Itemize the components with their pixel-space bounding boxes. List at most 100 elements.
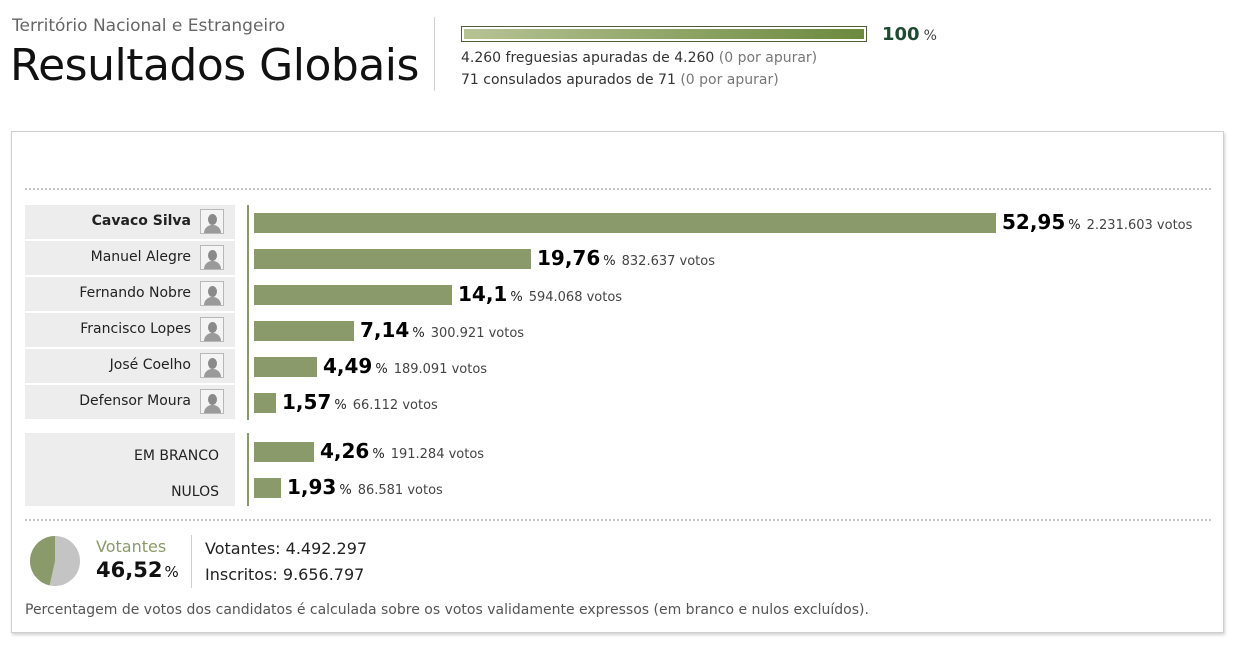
pct-value-manuel-alegre: 19,76 bbox=[537, 246, 601, 270]
data-label-fernando-nobre: 14,1% 594.068 votos bbox=[458, 282, 622, 306]
bar-em-branco bbox=[254, 442, 314, 462]
photo-body-shape bbox=[204, 261, 221, 269]
photo-head-shape bbox=[208, 322, 217, 333]
bar-fernando-nobre bbox=[254, 285, 452, 305]
votes-jose-coelho: 189.091 votos bbox=[393, 362, 488, 377]
votes-em-branco: 191.284 votos bbox=[390, 447, 485, 462]
bar-defensor-moura bbox=[254, 393, 276, 413]
bar-manuel-alegre bbox=[254, 249, 531, 269]
photo-head-shape bbox=[208, 286, 217, 297]
candidate-photo-icon bbox=[200, 317, 224, 342]
pct-unit-fernando-nobre: % bbox=[510, 290, 523, 305]
freguesias-count: 4.260 freguesias apuradas de 4.260 bbox=[461, 50, 715, 66]
pct-unit-nulos: % bbox=[339, 483, 352, 498]
pct-unit-jose-coelho: % bbox=[375, 362, 388, 377]
photo-body-shape bbox=[204, 297, 221, 305]
pct-value-francisco-lopes: 7,14 bbox=[360, 318, 410, 342]
pct-unit-manuel-alegre: % bbox=[603, 254, 616, 269]
candidate-photo-icon bbox=[200, 281, 224, 306]
freguesias-pending: (0 por apurar) bbox=[718, 50, 818, 66]
turnout-percent: 46,52% bbox=[96, 558, 179, 582]
bar-francisco-lopes bbox=[254, 321, 354, 341]
count-progress-fill bbox=[464, 29, 864, 39]
pct-unit-cavaco-silva: % bbox=[1068, 218, 1081, 233]
consulados-count: 71 consulados apurados de 71 bbox=[461, 72, 676, 88]
photo-body-shape bbox=[204, 369, 221, 377]
count-progress-bar bbox=[461, 26, 867, 42]
bar-jose-coelho bbox=[254, 357, 317, 377]
photo-body-shape bbox=[204, 225, 221, 233]
photo-head-shape bbox=[208, 394, 217, 405]
label-em-branco: EM BRANCO bbox=[134, 448, 219, 464]
turnout-divider bbox=[191, 535, 192, 588]
data-label-em-branco: 4,26% 191.284 votos bbox=[320, 439, 484, 463]
turnout-pie-voters bbox=[30, 536, 55, 586]
candidate-photo-icon bbox=[200, 245, 224, 270]
dotted-divider-top bbox=[25, 188, 1211, 190]
page-title: Resultados Globais bbox=[10, 40, 419, 91]
turnout-value: 46,52 bbox=[96, 558, 163, 582]
candidate-name: Cavaco Silva bbox=[91, 213, 191, 229]
candidate-photo-icon bbox=[200, 209, 224, 234]
candidate-name: Francisco Lopes bbox=[80, 321, 191, 337]
pct-value-fernando-nobre: 14,1 bbox=[458, 282, 508, 306]
chart-axis-line-candidates bbox=[247, 205, 249, 420]
votes-nulos: 86.581 votos bbox=[357, 483, 443, 498]
inscritos-value: 9.656.797 bbox=[282, 565, 365, 584]
candidate-name: Fernando Nobre bbox=[79, 285, 191, 301]
candidate-name: José Coelho bbox=[109, 357, 191, 373]
consulados-status: 71 consulados apurados de 71 (0 por apur… bbox=[461, 72, 779, 88]
dotted-divider-bottom bbox=[25, 519, 1211, 521]
inscritos-label: Inscritos: bbox=[205, 565, 278, 584]
data-label-jose-coelho: 4,49% 189.091 votos bbox=[323, 354, 487, 378]
consulados-pending: (0 por apurar) bbox=[680, 72, 779, 88]
pct-unit-defensor-moura: % bbox=[334, 398, 347, 413]
pct-value-nulos: 1,93 bbox=[287, 475, 337, 499]
pct-value-cavaco-silva: 52,95 bbox=[1002, 210, 1066, 234]
votantes-label: Votantes: bbox=[205, 539, 281, 558]
votantes-value: 4.492.297 bbox=[285, 539, 368, 558]
votes-cavaco-silva: 2.231.603 votos bbox=[1086, 218, 1193, 233]
data-label-manuel-alegre: 19,76% 832.637 votos bbox=[537, 246, 715, 270]
chart-axis-line-others bbox=[247, 433, 249, 506]
footnote: Percentagem de votos dos candidatos é ca… bbox=[25, 602, 869, 618]
turnout-label: Votantes bbox=[96, 537, 167, 556]
pct-unit-francisco-lopes: % bbox=[412, 326, 425, 341]
header-subtitle: Território Nacional e Estrangeiro bbox=[12, 16, 286, 36]
votes-fernando-nobre: 594.068 votos bbox=[528, 290, 623, 305]
photo-head-shape bbox=[208, 250, 217, 261]
blank-null-labels: EM BRANCO NULOS bbox=[25, 433, 235, 506]
candidate-row-francisco-lopes: Francisco Lopes bbox=[25, 313, 235, 347]
inscritos-total: Inscritos: 9.656.797 bbox=[205, 565, 364, 584]
count-progress-unit: % bbox=[923, 28, 937, 44]
candidate-row-defensor-moura: Defensor Moura bbox=[25, 385, 235, 419]
pct-value-em-branco: 4,26 bbox=[320, 439, 370, 463]
votantes-total: Votantes: 4.492.297 bbox=[205, 539, 367, 558]
votes-manuel-alegre: 832.637 votos bbox=[621, 254, 715, 269]
votes-defensor-moura: 66.112 votos bbox=[352, 398, 438, 413]
data-label-francisco-lopes: 7,14% 300.921 votos bbox=[360, 318, 524, 342]
data-label-cavaco-silva: 52,95% 2.231.603 votos bbox=[1002, 210, 1192, 234]
label-nulos: NULOS bbox=[171, 484, 219, 500]
votes-francisco-lopes: 300.921 votos bbox=[430, 326, 525, 341]
candidate-row-fernando-nobre: Fernando Nobre bbox=[25, 277, 235, 311]
header-divider bbox=[434, 17, 435, 91]
bar-cavaco-silva bbox=[254, 213, 996, 233]
data-label-nulos: 1,93% 86.581 votos bbox=[287, 475, 443, 499]
candidate-row-jose-coelho: José Coelho bbox=[25, 349, 235, 383]
candidate-name: Defensor Moura bbox=[79, 393, 191, 409]
candidate-photo-icon bbox=[200, 389, 224, 414]
pct-unit-em-branco: % bbox=[372, 447, 385, 462]
photo-head-shape bbox=[208, 358, 217, 369]
pct-value-defensor-moura: 1,57 bbox=[282, 390, 332, 414]
turnout-unit: % bbox=[164, 563, 179, 581]
photo-body-shape bbox=[204, 405, 221, 413]
count-progress-percent: 100% bbox=[882, 24, 937, 45]
candidate-photo-icon bbox=[200, 353, 224, 378]
count-progress-value: 100 bbox=[882, 24, 920, 45]
bar-nulos bbox=[254, 478, 281, 498]
data-label-defensor-moura: 1,57% 66.112 votos bbox=[282, 390, 438, 414]
photo-body-shape bbox=[204, 333, 221, 341]
freguesias-status: 4.260 freguesias apuradas de 4.260 (0 po… bbox=[461, 50, 817, 66]
photo-head-shape bbox=[208, 214, 217, 225]
